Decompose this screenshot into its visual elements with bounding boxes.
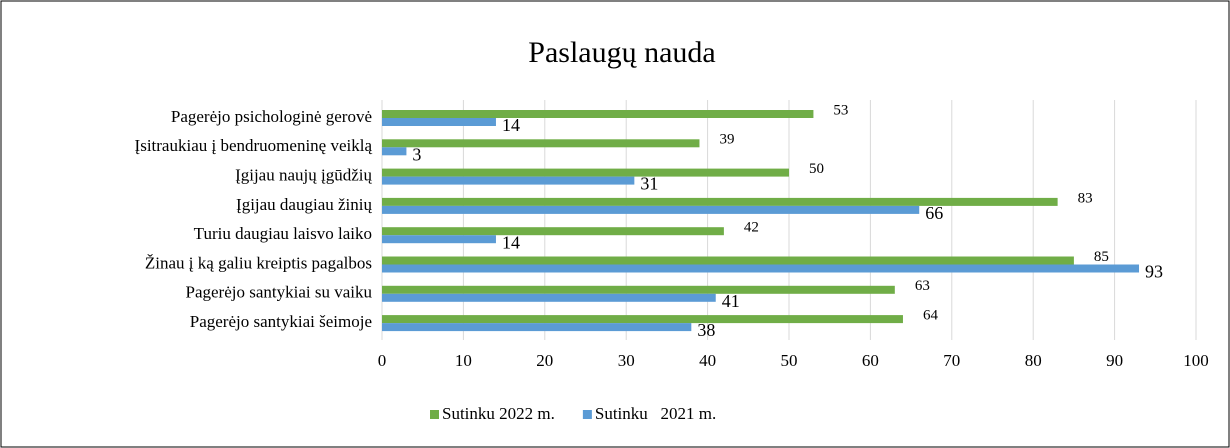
value-label: 41 [722, 291, 740, 311]
y-tick-label: Pagerėjo santykiai su vaiku [186, 283, 373, 302]
value-label: 38 [697, 320, 715, 340]
value-label: 50 [809, 161, 824, 177]
bar [382, 315, 903, 324]
value-label: 14 [502, 232, 520, 252]
bar [382, 264, 1140, 273]
y-tick-label: Pagerėjo psichologinė gerovė [171, 107, 372, 126]
x-tick-label: 80 [1025, 351, 1042, 370]
x-tick-label: 20 [536, 351, 553, 370]
value-label: 42 [744, 220, 759, 236]
value-label: 14 [502, 115, 520, 135]
y-tick-label: Pagerėjo santykiai šeimoje [190, 312, 372, 331]
value-label: 63 [915, 278, 930, 294]
value-label: 39 [719, 132, 734, 148]
y-tick-label: Įsitraukiau į bendruomeninę veiklą [135, 136, 373, 155]
bar [382, 118, 496, 126]
legend-label: Sutinku 2021 m. [595, 404, 716, 423]
bar [382, 205, 920, 214]
x-tick-label: 40 [699, 351, 716, 370]
bar [382, 110, 814, 118]
x-tick-label: 0 [378, 351, 387, 370]
value-label: 64 [923, 308, 939, 324]
value-label: 83 [1078, 190, 1093, 206]
x-tick-label: 90 [1106, 351, 1123, 370]
value-label: 66 [925, 203, 943, 223]
bar [382, 139, 700, 148]
x-tick-label: 30 [618, 351, 635, 370]
bar [382, 176, 635, 185]
x-tick-label: 70 [943, 351, 960, 370]
value-label: 85 [1094, 249, 1109, 265]
bar [382, 147, 407, 156]
x-tick-label: 10 [455, 351, 472, 370]
x-tick-label: 50 [781, 351, 798, 370]
value-label: 53 [833, 102, 848, 118]
bar [382, 256, 1074, 265]
value-label: 31 [640, 174, 658, 194]
x-tick-label: 60 [862, 351, 879, 370]
y-tick-label: Įgijau naujų įgūdžių [235, 166, 372, 185]
x-tick-label: 100 [1183, 351, 1209, 370]
y-tick-label: Įgijau daugiau žinių [236, 195, 372, 214]
value-label: 93 [1145, 262, 1163, 282]
bar [382, 235, 496, 244]
bar [382, 293, 716, 302]
y-tick-label: Turiu daugiau laisvo laiko [194, 224, 372, 243]
legend-swatch [430, 410, 439, 419]
value-label: 3 [412, 144, 421, 164]
y-tick-label: Žinau į ką galiu kreiptis pagalbos [145, 253, 372, 272]
bar [382, 197, 1058, 206]
bar [382, 227, 724, 236]
bar [382, 285, 895, 294]
legend-swatch [582, 410, 592, 419]
chart-title: Paslaugų nauda [528, 36, 715, 69]
bar [382, 168, 789, 177]
legend-label: Sutinku 2022 m. [442, 404, 555, 423]
bar [382, 323, 692, 332]
